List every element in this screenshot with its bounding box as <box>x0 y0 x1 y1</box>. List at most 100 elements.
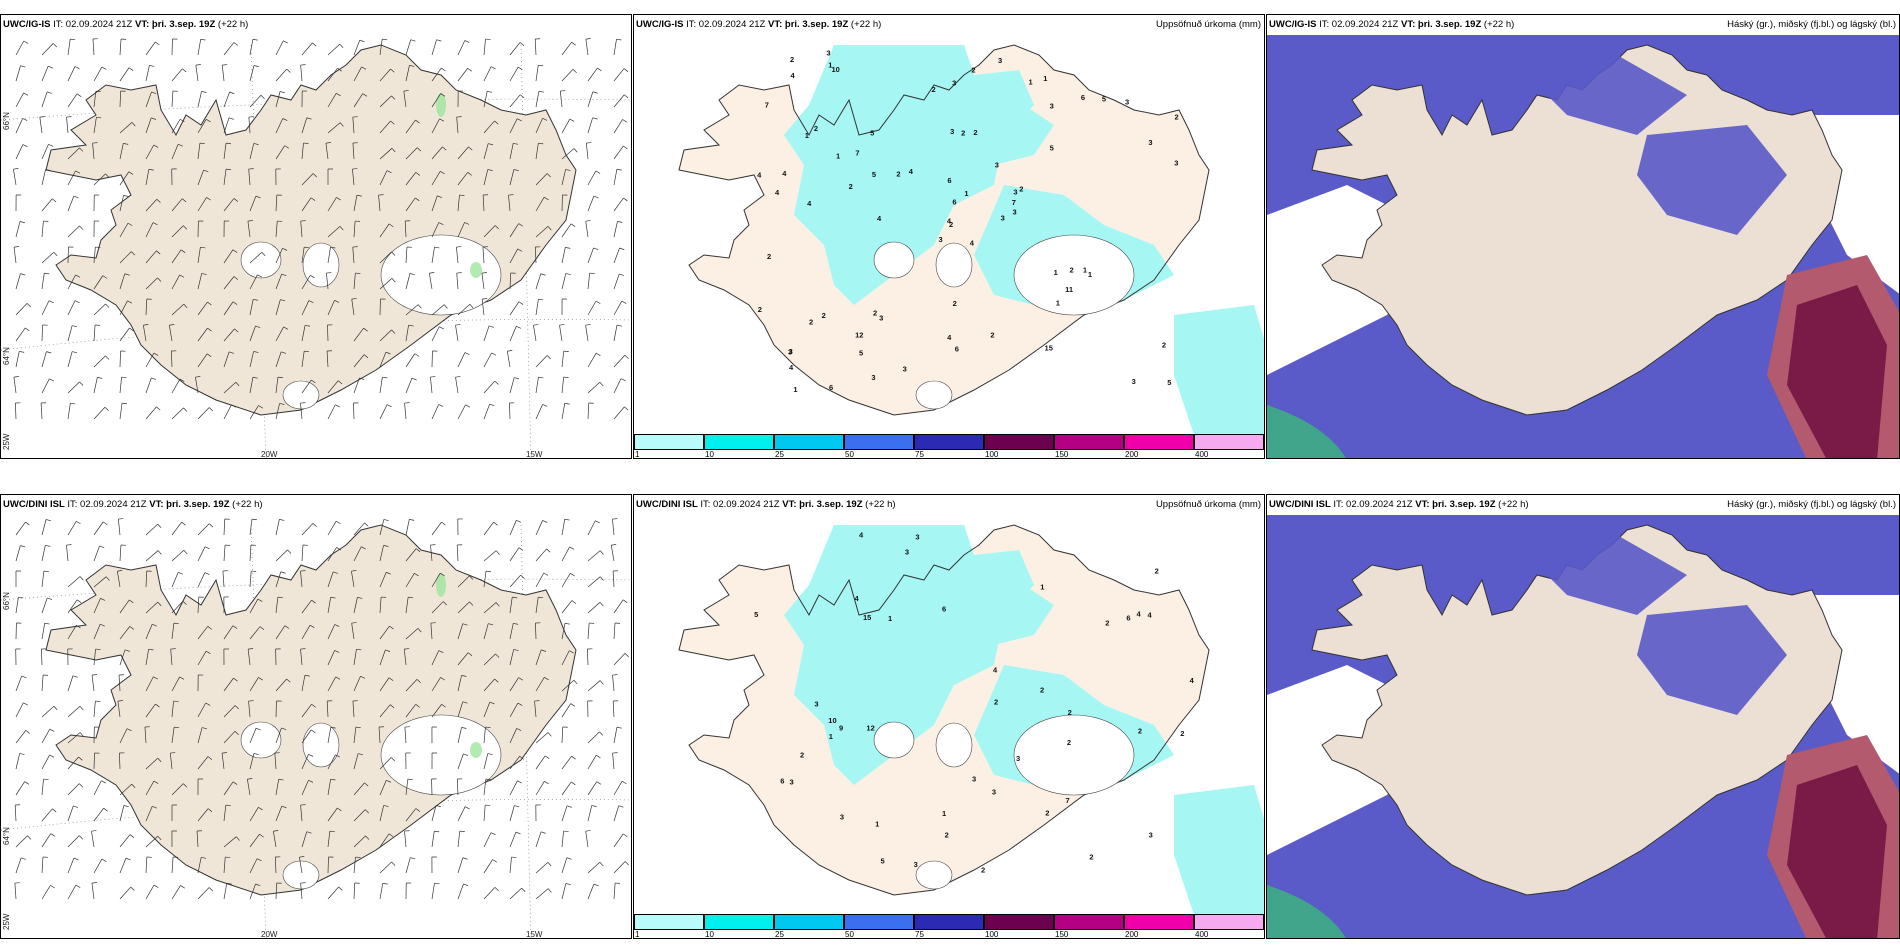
precip-value: 3 <box>938 235 942 244</box>
precip-value: 3 <box>1125 98 1129 107</box>
precip-value: 7 <box>765 101 769 110</box>
precip-value: 3 <box>1016 754 1020 763</box>
precip-value: 3 <box>789 347 793 356</box>
panel-wind-dini: UWC/DINI ISL IT: 02.09.2024 21Z VT: þri.… <box>0 494 632 939</box>
colorbar-swatch <box>1124 434 1194 450</box>
precip-value: 3 <box>992 788 996 797</box>
precip-value: 4 <box>859 530 864 539</box>
precip-value: 4 <box>970 239 975 248</box>
precip-value: 1 <box>1029 77 1033 86</box>
precip-value: 1 <box>1043 74 1047 83</box>
precip-value: 2 <box>1175 112 1179 121</box>
precip-value: 2 <box>896 170 900 179</box>
colorbar-swatch <box>984 434 1054 450</box>
precip-value: 3 <box>1132 377 1136 386</box>
precip-value: 2 <box>953 299 957 308</box>
precip-value: 4 <box>1190 676 1195 685</box>
precip-value: 4 <box>807 199 812 208</box>
wind-map: 20W 15W 66°N 64°N 25W <box>1 38 631 459</box>
colorbar-tick: 400 <box>1195 450 1209 459</box>
precip-value: 1 <box>828 61 832 70</box>
precip-value: 4 <box>775 188 780 197</box>
precip-value: 3 <box>998 56 1002 65</box>
precip-value: 6 <box>955 345 959 354</box>
precip-value: 6 <box>780 776 784 785</box>
lat-label-66n: 66°N <box>2 592 11 610</box>
colorbar-swatch <box>1194 914 1264 930</box>
precip-value: 3 <box>995 160 999 169</box>
colorbar-tick: 50 <box>845 450 854 459</box>
precip-value: 2 <box>790 55 794 64</box>
colorbar-tick: 100 <box>985 450 999 459</box>
precip-value: 7 <box>855 149 859 158</box>
precip-value: 3 <box>1174 158 1178 167</box>
colorbar: 1 10 25 50 75 100 150 200 400 <box>634 432 1264 458</box>
colorbar-tick: 10 <box>705 450 714 459</box>
precip-value: 3 <box>1149 830 1153 839</box>
lon-label-25w: 25W <box>2 913 11 930</box>
precip-value: 2 <box>1068 708 1072 717</box>
precip-value: 2 <box>800 750 804 759</box>
precip-value: 4 <box>993 665 998 674</box>
precip-value: 5 <box>1167 378 1171 387</box>
precip-value: 2 <box>809 318 813 327</box>
precip-value: 2 <box>1105 618 1109 627</box>
precip-value: 4 <box>947 333 952 342</box>
precip-value: 3 <box>879 314 883 323</box>
lon-label-20w: 20W <box>261 450 278 459</box>
panel-title: UWC/DINI ISL IT: 02.09.2024 21Z VT: þri.… <box>3 499 263 510</box>
lon-label-25w: 25W <box>2 433 11 450</box>
precip-value: 1 <box>805 131 809 140</box>
precip-value: 2 <box>994 698 998 707</box>
colorbar-tick: 10 <box>705 930 714 939</box>
precip-value: 2 <box>1045 808 1049 817</box>
colorbar-swatch <box>1124 914 1194 930</box>
precip-value: 3 <box>826 48 830 57</box>
cloud-map <box>1267 515 1899 938</box>
panel-title: UWC/DINI ISL IT: 02.09.2024 21Z VT: þri.… <box>636 499 896 510</box>
precip-value: 1 <box>888 614 892 623</box>
precip-value: 5 <box>1102 94 1106 103</box>
precip-value: 6 <box>1126 613 1130 622</box>
precip-value: 2 <box>1089 853 1093 862</box>
precip-value: 1 <box>836 151 840 160</box>
precip-value: 6 <box>952 197 956 206</box>
wind-map: 20W 15W 66°N 64°N 25W <box>1 518 631 939</box>
precip-value: 3 <box>905 547 909 556</box>
precip-value: 10 <box>828 716 836 725</box>
precip-value: 2 <box>849 182 853 191</box>
precip-value: 4 <box>789 363 794 372</box>
colorbar-tick: 150 <box>1055 930 1069 939</box>
precip-value: 5 <box>872 170 876 179</box>
precip-value: 3 <box>952 79 956 88</box>
panel-title: UWC/IG-IS IT: 02.09.2024 21Z VT: þri. 3.… <box>636 19 882 30</box>
precip-value: 5 <box>881 857 885 866</box>
colorbar-swatch <box>914 434 984 450</box>
precip-value: 7 <box>1066 796 1070 805</box>
panel-field-title: Háský (gr.), miðský (fj.bl.) og lágský (… <box>1727 19 1896 30</box>
precip-value: 15 <box>863 613 871 622</box>
colorbar-swatch <box>1194 434 1264 450</box>
precip-value: 9 <box>839 724 843 733</box>
precip-value: 3 <box>1012 207 1016 216</box>
precip-value: 10 <box>832 65 840 74</box>
precip-value: 4 <box>877 214 882 223</box>
panel-wind-igis: UWC/IG-IS IT: 02.09.2024 21Z VT: þri. 3.… <box>0 14 632 459</box>
panel-title: UWC/IG-IS IT: 02.09.2024 21Z VT: þri. 3.… <box>1269 19 1515 30</box>
lon-label-20w: 20W <box>261 930 278 939</box>
lon-label-15w: 15W <box>526 450 543 459</box>
colorbar-swatch <box>914 914 984 930</box>
colorbar-swatch <box>984 914 1054 930</box>
precip-value: 2 <box>1040 685 1044 694</box>
colorbar-tick: 75 <box>915 930 924 939</box>
precip-value: 4 <box>1136 609 1141 618</box>
colorbar-swatch <box>704 434 774 450</box>
precip-value: 2 <box>1180 729 1184 738</box>
colorbar-tick: 1 <box>635 450 640 459</box>
precip-value: 6 <box>829 383 833 392</box>
cloud-map <box>1267 35 1899 458</box>
colorbar-tick: 150 <box>1055 450 1069 459</box>
precip-value: 1 <box>964 189 968 198</box>
precip-value: 2 <box>1138 727 1142 736</box>
precip-value: 3 <box>814 699 818 708</box>
